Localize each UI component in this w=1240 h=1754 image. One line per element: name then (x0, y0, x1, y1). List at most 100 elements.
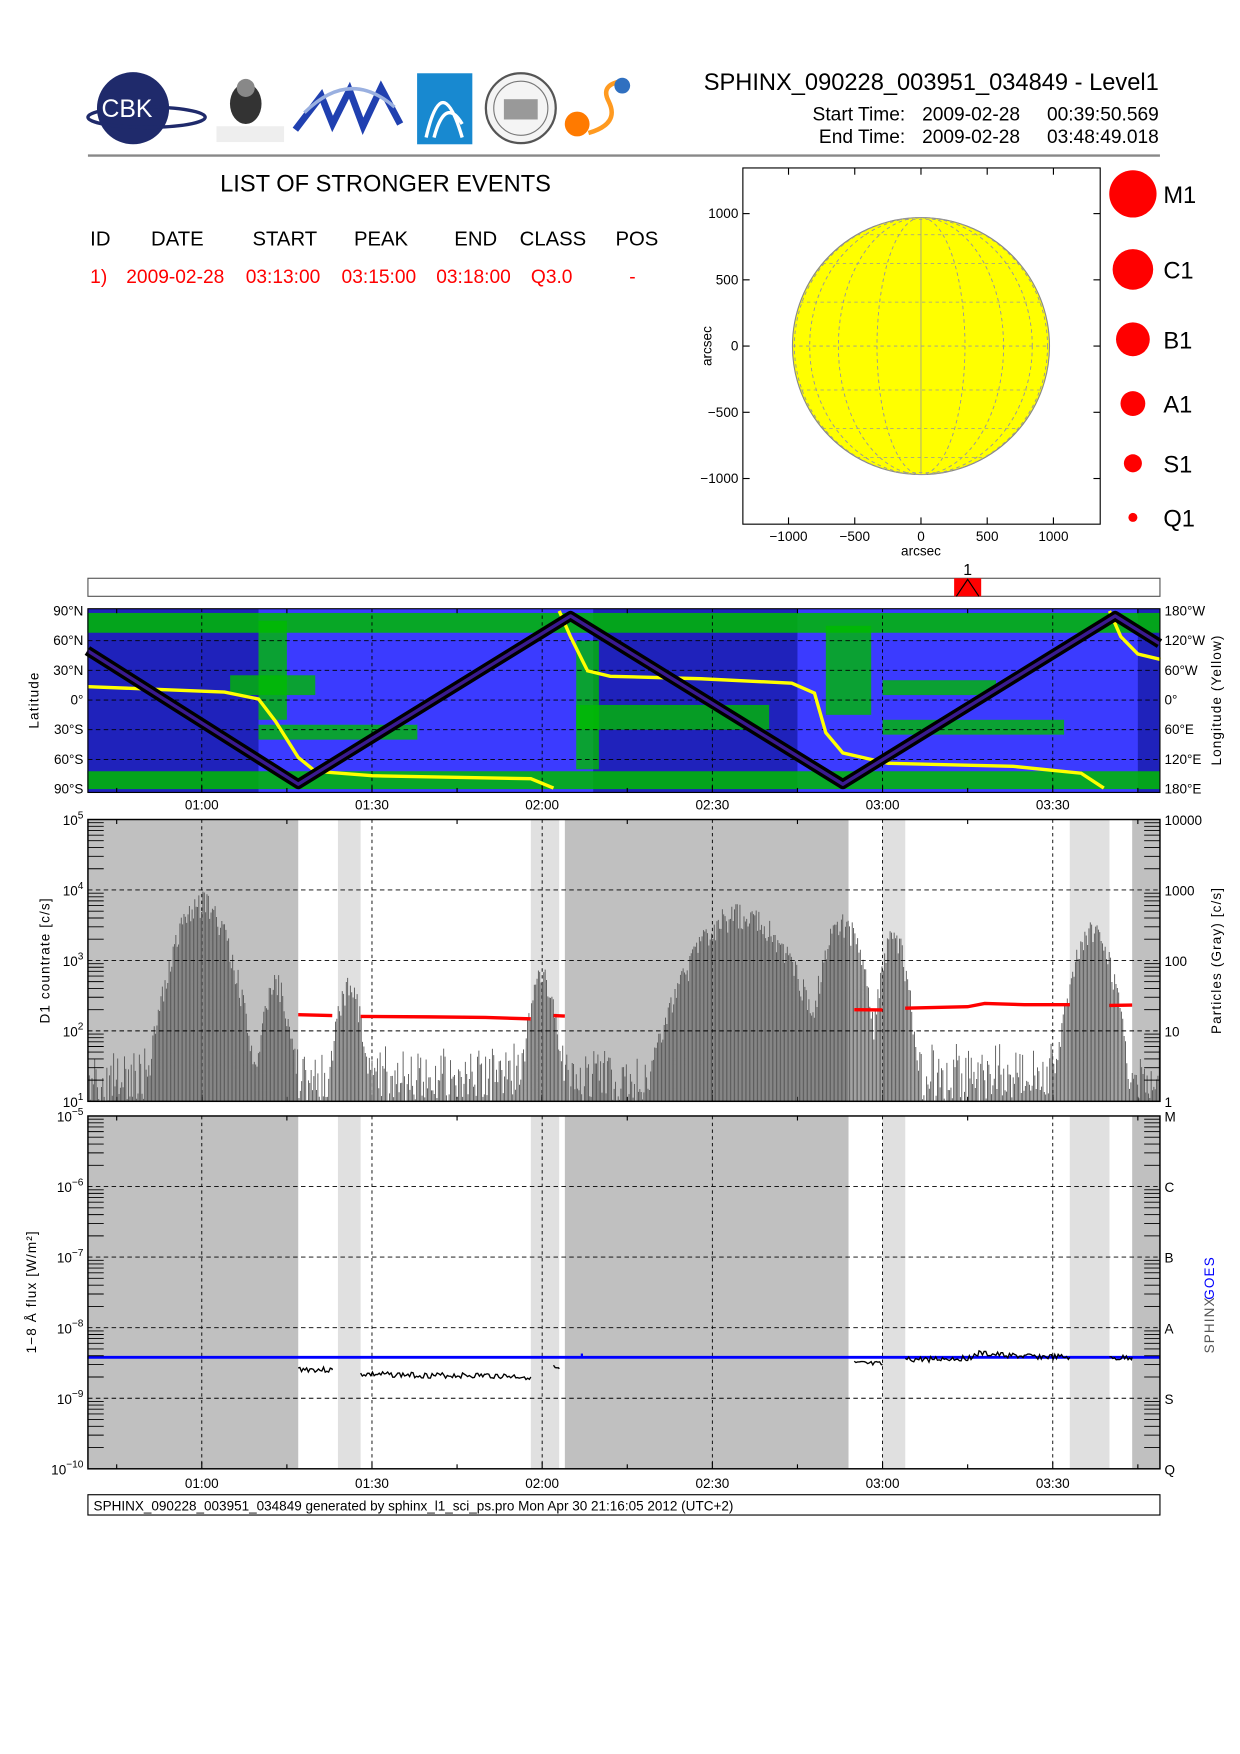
event-cell: Q3.0 (531, 267, 573, 288)
sphinx-flux-series (904, 1349, 1071, 1364)
exponent: −8 (72, 1319, 84, 1330)
lon-tick-label: 60°E (1164, 722, 1193, 737)
y-tick-label: 103 (63, 951, 84, 969)
exponent: 4 (78, 881, 84, 892)
events-title: LIST OF STRONGER EVENTS (220, 172, 551, 198)
legend-dot-m1 (1109, 170, 1157, 218)
y-tick-label: −500 (708, 405, 738, 420)
lat-tick-label: 90°N (53, 603, 83, 618)
y-axis-label: 1−8 Å flux [W/m²] (24, 1230, 39, 1353)
eclipse-shading (87, 1115, 299, 1469)
y-tick-label: 0 (731, 339, 739, 354)
y-axis-label: Latitude (26, 671, 41, 728)
column-header: POS (615, 229, 658, 251)
lon-tick-label: 180°W (1164, 603, 1205, 618)
longitude-line (88, 684, 555, 790)
sphinx-countrate-series (553, 1013, 565, 1018)
exponent: 3 (78, 951, 84, 962)
x-tick-label: 0 (917, 529, 925, 544)
x-tick-label: 02:30 (695, 797, 729, 812)
event-bar-frame (87, 577, 1161, 597)
goes-class-label: M (1164, 1110, 1175, 1125)
y-tick-label: 10−9 (57, 1389, 84, 1407)
end-date: 2009-02-28 (922, 127, 1020, 148)
x-tick-label: 01:00 (185, 797, 219, 812)
legend-dot-q1 (1128, 512, 1138, 522)
event-cell: 1) (90, 267, 107, 288)
goes-class-label: Q (1164, 1462, 1175, 1477)
satellite-track-core (86, 614, 1161, 786)
saa-shading (337, 1115, 361, 1469)
radiation-belt (87, 612, 1160, 633)
logos: CBK (86, 72, 631, 145)
flux-chart: 01:00 01:30 02:00 02:30 03:00 03:30 10−10 Q 10−9… (24, 1107, 1217, 1491)
longitude-line (1107, 610, 1161, 662)
footer-box (87, 1494, 1161, 1516)
event-marker-label: 1 (963, 562, 972, 579)
meridian-line (809, 217, 1033, 475)
eclipse-shading (564, 1115, 849, 1469)
column-header: DATE (151, 229, 204, 251)
y-axis-label: arcsec (699, 326, 714, 366)
eclipse-shading (1132, 1115, 1160, 1469)
flare-class-legend: M1 C1 B1 A1 S1 Q1 (1109, 170, 1196, 532)
x-tick-label: −500 (840, 529, 870, 544)
legend-sphinx: SPHINX (1202, 1296, 1217, 1353)
legend-label: M1 (1163, 183, 1196, 209)
meridian-line (837, 217, 1004, 475)
lat-tick-label: 60°S (54, 752, 83, 767)
x-tick-label: 01:30 (355, 1476, 389, 1491)
y-tick-label: 500 (716, 272, 739, 287)
y2-tick-label: 100 (1164, 954, 1187, 969)
sphinx-countrate-series (298, 1012, 333, 1018)
lon-tick-label: 0° (1164, 693, 1177, 708)
end-time: 03:48:49.018 (1047, 127, 1159, 148)
observatory-seal-logo (484, 72, 557, 145)
lat-tick-label: 0° (71, 693, 84, 708)
lon-tick-label: 120°W (1164, 633, 1205, 648)
cbk-pan-logo: CBK (86, 72, 207, 145)
goes-class-label: B (1164, 1251, 1173, 1266)
column-header: END (454, 229, 497, 251)
y-tick-label: 10−10 (51, 1460, 84, 1478)
x-tick-label: 01:00 (185, 1476, 219, 1491)
radiation-patch (882, 680, 997, 696)
y-tick-label: 104 (63, 881, 84, 899)
saa-shading (530, 1115, 560, 1469)
plot-frame (87, 818, 1161, 1103)
y2-tick-label: 1000 (1164, 884, 1194, 899)
y-tick-label: 102 (63, 1022, 84, 1040)
radiation-patch (576, 640, 599, 770)
column-header: START (253, 229, 318, 251)
lon-tick-label: 120°E (1164, 752, 1201, 767)
x-tick-label: 02:00 (525, 1476, 559, 1491)
event-marker (954, 578, 982, 597)
radiation-belt (87, 771, 1160, 790)
sphinx-flux-series (552, 1364, 560, 1370)
y2-tick-label: 10 (1164, 1025, 1179, 1040)
goes-class-label: C (1164, 1180, 1174, 1195)
event-cell: 03:13:00 (246, 267, 321, 288)
y-tick-label: 10−5 (57, 1107, 84, 1125)
plot-frame (87, 1115, 1161, 1470)
lebedev-institute-logo (216, 78, 285, 143)
x-tick-label: 03:30 (1036, 1476, 1070, 1491)
y-tick-label: −1000 (700, 471, 738, 486)
events-table: ID DATE START PEAK END CLASS POS 1) 2009-02-28 03… (90, 229, 658, 288)
start-date: 2009-02-28 (922, 105, 1020, 126)
sphinx-flux-series (360, 1370, 532, 1381)
legend-dot-b1 (1115, 322, 1150, 357)
meridian-line (794, 217, 1048, 475)
legend-label: S1 (1163, 452, 1192, 478)
goes-class-label: A (1164, 1321, 1173, 1336)
sun-map: −1000 1000 −500 500 0 0 500 −500 1000 −1000 arcsec… (699, 167, 1101, 559)
event-cell: 2009-02-28 (126, 267, 224, 288)
sphinx-flux-series (297, 1365, 333, 1374)
exponent: −9 (72, 1389, 84, 1400)
saa-shading (1069, 1115, 1110, 1469)
legend-goes: GOES (1202, 1256, 1217, 1300)
event-bar: 1 (87, 562, 1161, 597)
orbit-map-chart: 01:00 01:30 02:00 02:30 03:00 03:30 90°N 180°W 6… (26, 603, 1223, 812)
